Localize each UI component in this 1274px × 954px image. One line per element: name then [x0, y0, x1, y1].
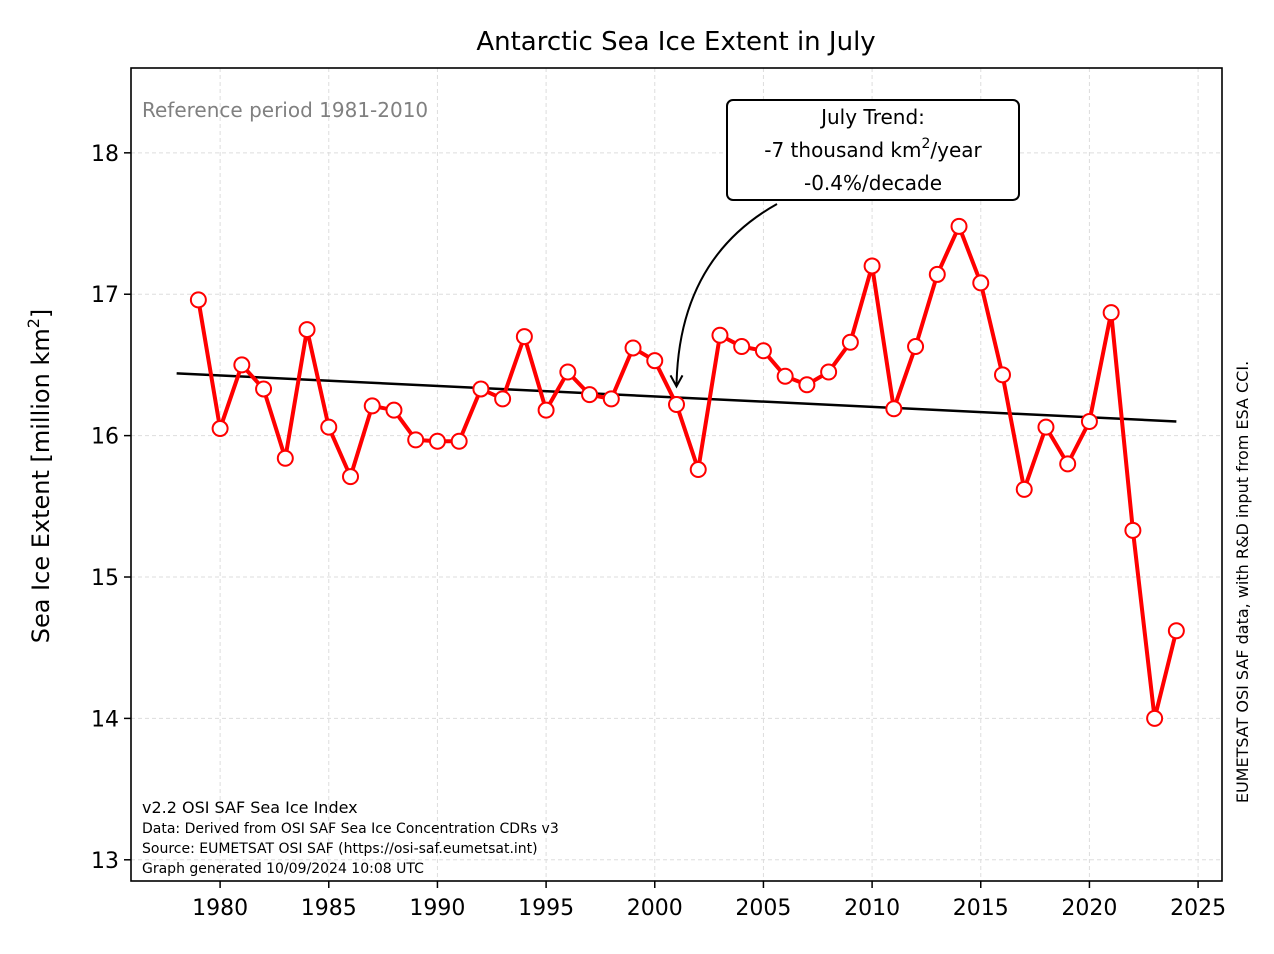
series-line: [196, 224, 1179, 721]
x-tick-label: 2005: [735, 896, 791, 921]
y-tick-label: 15: [91, 566, 119, 591]
y-tick-label: 18: [91, 142, 119, 167]
data-point: [950, 217, 968, 235]
x-tick-label: 2010: [844, 896, 900, 921]
data-markers: [189, 217, 1185, 727]
x-tick-label: 2020: [1061, 896, 1117, 921]
data-point: [581, 386, 599, 404]
data-point: [320, 418, 338, 436]
y-axis-label: Sea Ice Extent [million km2]: [24, 309, 55, 644]
footer-line-2: Data: Derived from OSI SAF Sea Ice Conce…: [142, 821, 559, 837]
x-tick-label: 2025: [1170, 896, 1226, 921]
data-point: [863, 257, 881, 275]
data-point: [1037, 418, 1055, 436]
trend-box-line3: -0.4%/decade: [804, 171, 942, 195]
data-point: [1124, 521, 1142, 539]
data-point: [733, 338, 751, 356]
trend-box-line1: July Trend:: [819, 105, 925, 129]
data-point: [494, 390, 512, 408]
reference-period-label: Reference period 1981-2010: [142, 98, 428, 122]
data-point: [711, 326, 729, 344]
data-point: [472, 380, 490, 398]
data-point: [515, 328, 533, 346]
chart-title: Antarctic Sea Ice Extent in July: [476, 27, 875, 57]
data-point: [255, 380, 273, 398]
data-point: [1059, 455, 1077, 473]
data-point: [407, 431, 425, 449]
data-point: [602, 390, 620, 408]
y-tick-label: 14: [91, 707, 119, 732]
data-point: [624, 339, 642, 357]
trend-box: [726, 99, 1020, 201]
data-point: [1102, 304, 1120, 322]
trend-value-sup: 2: [921, 136, 930, 152]
y-tick-label: 17: [91, 283, 119, 308]
data-point: [298, 321, 316, 339]
x-tick-label: 2015: [953, 896, 1009, 921]
grid-lines: [131, 68, 1222, 881]
data-point: [754, 342, 772, 360]
data-point: [1080, 412, 1098, 430]
data-point: [559, 363, 577, 381]
data-point: [885, 400, 903, 418]
data-point: [798, 376, 816, 394]
data-point: [537, 401, 555, 419]
data-point: [907, 338, 925, 356]
y-axis-label-suffix: ]: [27, 309, 55, 318]
trend-value-suffix: /year: [930, 138, 982, 162]
data-point: [993, 366, 1011, 384]
footer-line-4: Graph generated 10/09/2024 10:08 UTC: [142, 861, 424, 877]
data-point: [189, 291, 207, 309]
data-point: [211, 420, 229, 438]
y-tick-label: 13: [91, 849, 119, 874]
data-point: [342, 468, 360, 486]
data-point: [363, 397, 381, 415]
x-tick-label: 1985: [301, 896, 357, 921]
axis-ticks: 1980 1985 1990 1995 2000 2005 2010 2015 2020 2025…: [91, 142, 1226, 921]
y-tick-label: 16: [91, 425, 119, 450]
footer-line-1: v2.2 OSI SAF Sea Ice Index: [142, 798, 358, 817]
data-point: [428, 432, 446, 450]
trend-arrow: [675, 203, 778, 387]
plot-frame: [130, 67, 1223, 882]
data-point: [646, 352, 664, 370]
x-tick-label: 2000: [627, 896, 683, 921]
data-point: [668, 396, 685, 414]
side-note: EUMETSAT OSI SAF data, with R&D input fr…: [1233, 361, 1252, 803]
trend-box-line2: -7 thousand km2/year: [764, 136, 982, 162]
data-point: [841, 333, 859, 351]
x-tick-label: 1990: [409, 896, 465, 921]
data-point: [1167, 622, 1185, 640]
data-point: [233, 356, 251, 374]
y-axis-label-prefix: Sea Ice Extent [million km: [27, 328, 55, 643]
data-point: [820, 363, 838, 381]
trend-arrow-head: [669, 374, 684, 389]
data-point: [276, 449, 294, 467]
x-tick-label: 1995: [518, 896, 574, 921]
data-point: [689, 461, 707, 479]
y-axis-label-sup: 2: [24, 318, 43, 328]
data-point: [385, 401, 403, 419]
data-point: [450, 432, 468, 450]
footer-line-3: Source: EUMETSAT OSI SAF (https://osi-sa…: [142, 841, 538, 857]
data-point: [776, 367, 794, 385]
data-point: [972, 274, 990, 292]
trend-value-prefix: -7 thousand km: [764, 138, 921, 162]
data-point: [1015, 480, 1033, 498]
data-point: [928, 265, 946, 283]
data-point: [1146, 709, 1164, 727]
x-tick-label: 1980: [192, 896, 248, 921]
